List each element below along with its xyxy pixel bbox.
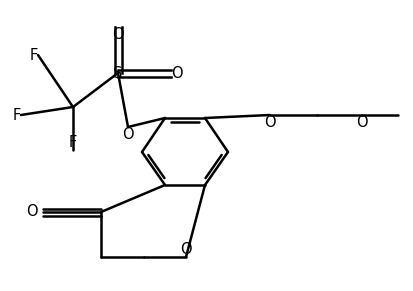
Text: F: F bbox=[30, 47, 38, 63]
Text: S: S bbox=[113, 65, 123, 81]
Text: O: O bbox=[26, 205, 38, 219]
Text: O: O bbox=[180, 242, 192, 257]
Text: O: O bbox=[171, 65, 183, 81]
Text: O: O bbox=[264, 115, 276, 130]
Text: O: O bbox=[112, 27, 124, 42]
Text: O: O bbox=[356, 115, 368, 130]
Text: F: F bbox=[69, 135, 77, 150]
Text: F: F bbox=[13, 107, 21, 123]
Text: O: O bbox=[122, 127, 134, 142]
